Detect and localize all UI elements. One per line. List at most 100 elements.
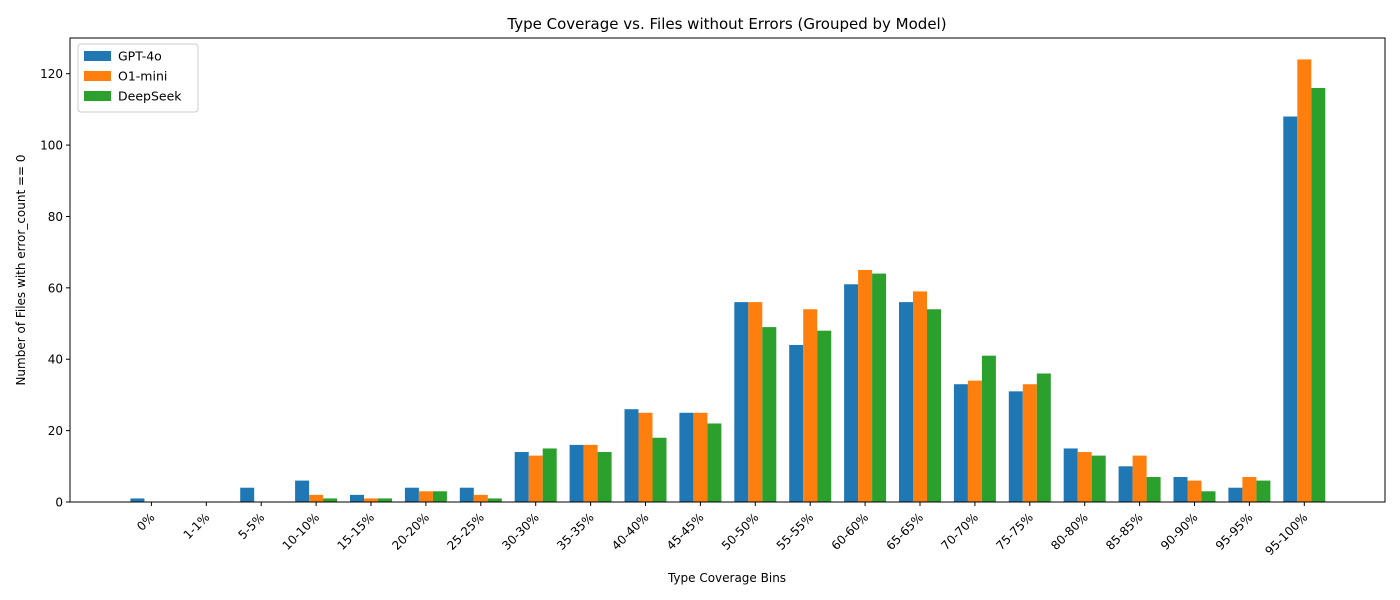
bar-deepseek-4 — [378, 498, 392, 502]
x-axis-label: Type Coverage Bins — [667, 571, 786, 585]
x-tick-label: 90-90% — [1158, 510, 1201, 553]
x-tick-label: 80-80% — [1048, 510, 1091, 553]
bar-o1-mini-15 — [967, 380, 982, 502]
legend-swatch — [84, 91, 111, 101]
bar-o1-mini-5 — [418, 491, 433, 502]
x-tick-label: 75-75% — [993, 510, 1036, 553]
bar-gpt-4o-20 — [1228, 487, 1243, 502]
bar-gpt-4o-21 — [1283, 116, 1298, 503]
bar-deepseek-19 — [1201, 491, 1216, 502]
x-tick-label: 95-95% — [1213, 510, 1256, 553]
y-axis-label: Number of Files with error_count == 0 — [14, 154, 28, 385]
bar-gpt-4o-4 — [350, 494, 364, 502]
y-axis: 0 20 40 60 80 100 120 — [40, 67, 70, 510]
bar-deepseek-14 — [927, 309, 941, 502]
bar-deepseek-11 — [762, 327, 777, 502]
bar-o1-mini-8 — [583, 444, 598, 502]
bar-gpt-4o-10 — [679, 412, 694, 502]
bar-gpt-4o-15 — [953, 384, 968, 502]
y-tick-label: 20 — [48, 424, 63, 438]
x-axis: 0% 1-1% 5-5% 10-10% 15-15% 20-20% 25-25% 30-30%… — [134, 502, 1310, 558]
bar-gpt-4o-0 — [130, 498, 145, 502]
bar-o1-mini-21 — [1297, 59, 1312, 503]
bar-o1-mini-17 — [1077, 452, 1092, 502]
y-tick-label: 80 — [48, 210, 63, 224]
bar-deepseek-5 — [432, 491, 447, 502]
bar-gpt-4o-8 — [569, 444, 584, 502]
bar-deepseek-6 — [487, 498, 502, 502]
y-tick-label: 40 — [48, 353, 63, 367]
bar-deepseek-12 — [817, 330, 832, 502]
bar-o1-mini-9 — [638, 412, 653, 502]
bar-o1-mini-3 — [309, 494, 324, 502]
x-tick-label: 0% — [134, 510, 157, 533]
bar-gpt-4o-3 — [295, 480, 310, 502]
bar-deepseek-15 — [981, 355, 996, 502]
x-tick-label: 40-40% — [609, 510, 652, 553]
bar-deepseek-20 — [1256, 480, 1271, 502]
bars-group — [130, 59, 1326, 503]
x-tick-label: 60-60% — [829, 510, 872, 553]
bar-o1-mini-19 — [1187, 480, 1202, 502]
bar-gpt-4o-13 — [844, 284, 859, 502]
bar-o1-mini-14 — [913, 291, 927, 502]
bar-gpt-4o-14 — [899, 302, 913, 502]
plot-frame — [69, 37, 1386, 503]
legend-label: DeepSeek — [118, 89, 182, 104]
x-tick-label: 20-20% — [389, 510, 432, 553]
bar-o1-mini-20 — [1242, 477, 1257, 502]
y-tick-label: 120 — [40, 67, 63, 81]
x-tick-label: 35-35% — [554, 510, 597, 553]
bar-o1-mini-7 — [528, 455, 543, 502]
bar-deepseek-13 — [872, 273, 887, 502]
bar-gpt-4o-16 — [1008, 391, 1023, 502]
x-tick-label: 30-30% — [499, 510, 542, 553]
chart-title: Type Coverage vs. Files without Errors (… — [506, 15, 946, 33]
bar-gpt-4o-5 — [404, 487, 419, 502]
x-tick-label: 5-5% — [235, 510, 267, 542]
x-tick-label: 45-45% — [664, 510, 707, 553]
x-tick-label: 65-65% — [883, 510, 926, 553]
x-tick-label: 1-1% — [181, 510, 213, 542]
y-tick-label: 60 — [48, 281, 63, 295]
bar-o1-mini-11 — [748, 302, 763, 502]
bar-deepseek-18 — [1146, 477, 1161, 502]
bar-gpt-4o-12 — [789, 344, 804, 502]
x-tick-label: 10-10% — [280, 510, 323, 553]
x-tick-label: 85-85% — [1103, 510, 1146, 553]
bar-gpt-4o-17 — [1063, 448, 1078, 502]
x-tick-label: 95-100% — [1262, 510, 1310, 558]
bar-o1-mini-6 — [473, 494, 488, 502]
y-tick-label: 100 — [40, 139, 63, 153]
bar-o1-mini-12 — [803, 309, 818, 502]
legend-swatch — [84, 51, 111, 61]
bar-gpt-4o-7 — [514, 452, 529, 502]
legend-label: O1-mini — [118, 69, 167, 84]
bar-deepseek-8 — [597, 452, 612, 502]
bar-o1-mini-18 — [1132, 455, 1147, 502]
bar-o1-mini-13 — [858, 270, 873, 502]
x-tick-label: 15-15% — [334, 510, 377, 553]
bar-o1-mini-16 — [1022, 384, 1037, 502]
bar-gpt-4o-18 — [1118, 466, 1133, 502]
bar-deepseek-17 — [1091, 455, 1106, 502]
bar-o1-mini-10 — [693, 412, 708, 502]
bar-deepseek-3 — [323, 498, 338, 502]
bar-deepseek-10 — [707, 423, 722, 502]
bar-gpt-4o-6 — [459, 487, 474, 502]
bar-gpt-4o-11 — [734, 302, 749, 502]
x-tick-label: 70-70% — [938, 510, 981, 553]
bar-gpt-4o-9 — [624, 409, 639, 502]
bar-deepseek-7 — [542, 448, 557, 502]
bar-deepseek-16 — [1036, 373, 1051, 502]
bar-deepseek-21 — [1311, 87, 1326, 502]
x-tick-label: 55-55% — [774, 510, 817, 553]
bar-deepseek-9 — [652, 437, 667, 502]
bar-gpt-4o-2 — [240, 487, 255, 502]
x-tick-label: 50-50% — [719, 510, 762, 553]
legend-swatch — [84, 71, 111, 81]
legend: GPT-4o O1-mini DeepSeek — [77, 43, 199, 113]
x-tick-label: 25-25% — [444, 510, 487, 553]
y-tick-label: 0 — [55, 496, 63, 510]
